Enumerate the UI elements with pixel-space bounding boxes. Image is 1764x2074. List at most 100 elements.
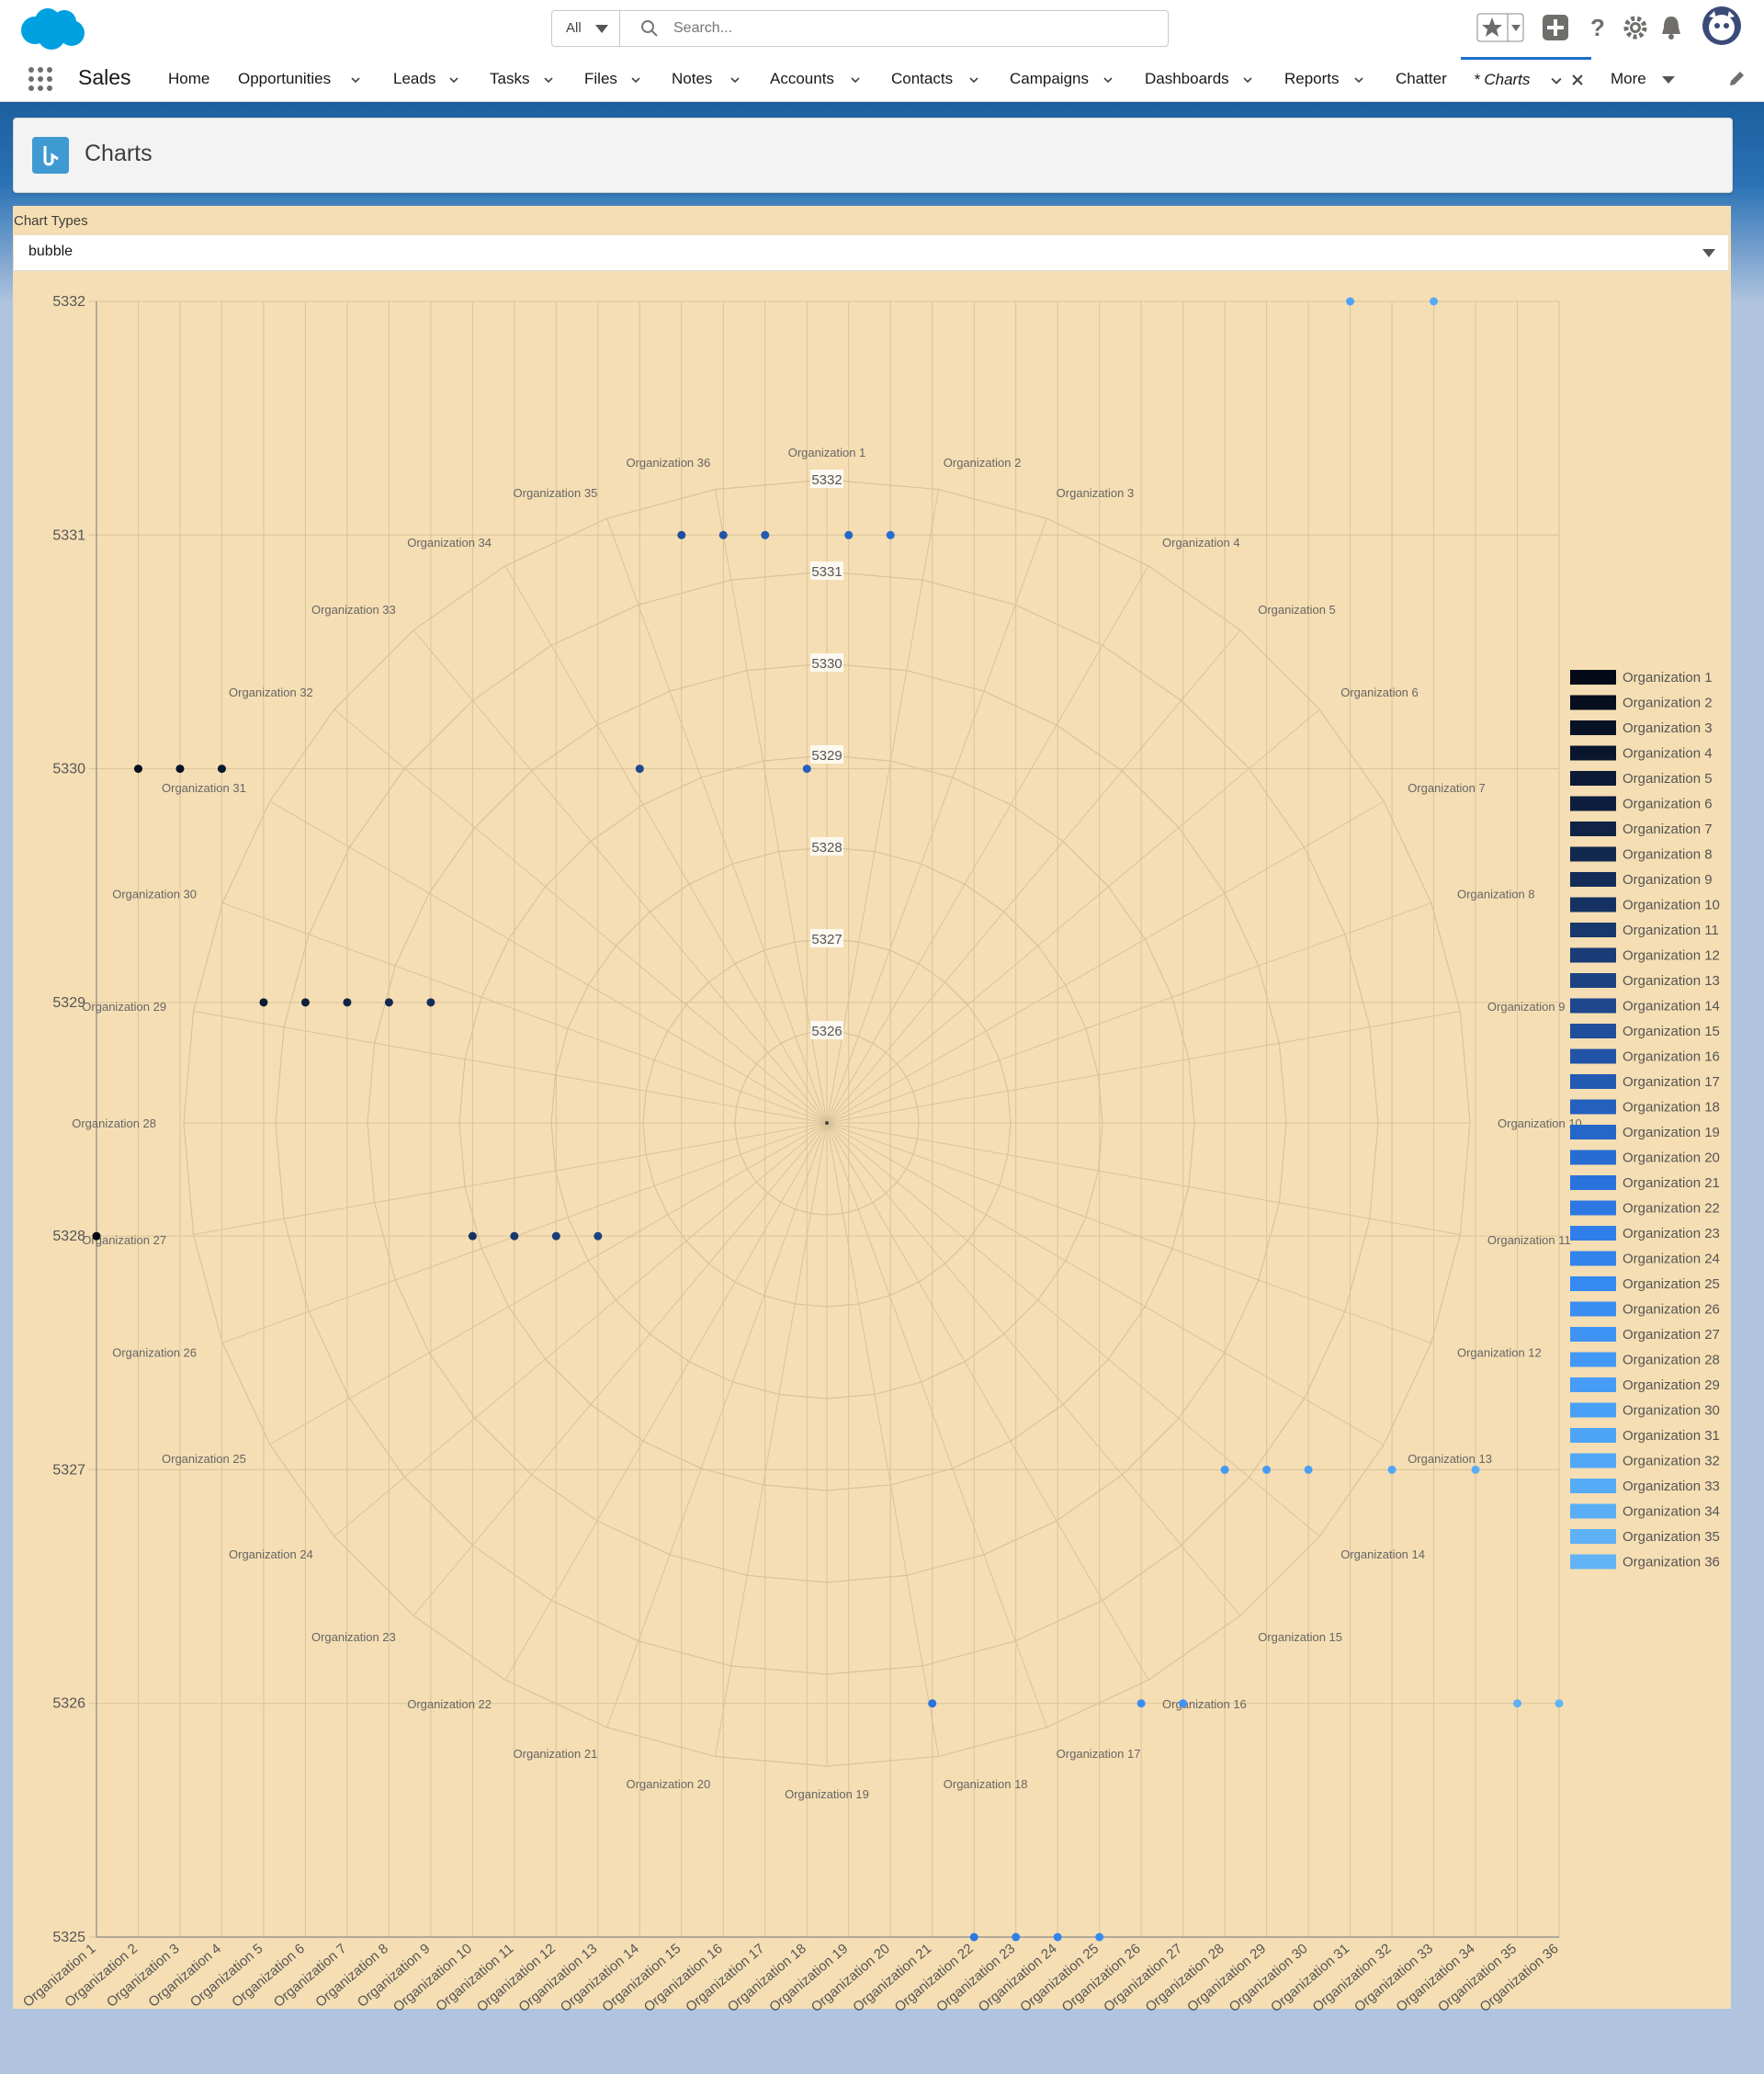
legend-label: Organization 19 [1623, 1125, 1720, 1140]
nav-item-more[interactable]: More [1611, 57, 1646, 101]
chevron-down-icon[interactable] [351, 75, 360, 85]
bubble-point [886, 530, 895, 539]
legend-label: Organization 14 [1623, 999, 1720, 1014]
nav-item-contacts[interactable]: Contacts [891, 57, 953, 101]
chevron-down-icon[interactable] [969, 75, 978, 85]
polar-point-label: Organization 19 [785, 1787, 869, 1801]
chart-type-select[interactable]: bubble [14, 235, 1728, 271]
navigation-bar: Sales Home Opportunities Leads Tasks Fil… [0, 57, 1764, 102]
radial-tick-label: 5329 [811, 748, 842, 764]
nav-item-opportunities[interactable]: Opportunities [238, 57, 331, 101]
chevron-down-icon[interactable] [1354, 75, 1363, 85]
app-launcher-icon[interactable] [28, 66, 53, 92]
page-title: Charts [85, 141, 153, 166]
nav-item-label: Chatter [1396, 70, 1447, 87]
legend-swatch [1570, 872, 1616, 887]
legend-swatch [1570, 771, 1616, 786]
polar-spoke [193, 1010, 828, 1124]
nav-item-label: Home [168, 70, 210, 87]
polar-point-label: Organization 5 [1258, 603, 1336, 617]
legend-label: Organization 4 [1623, 746, 1713, 762]
x-tick-label: Organization 4 [145, 1941, 224, 2011]
nav-item-dashboards[interactable]: Dashboards [1145, 57, 1229, 101]
chevron-down-icon[interactable] [631, 75, 640, 85]
app-name: Sales [78, 65, 131, 89]
polar-point-label: Organization 34 [407, 536, 492, 550]
legend-label: Organization 8 [1623, 847, 1713, 863]
nav-item-tasks[interactable]: Tasks [490, 57, 529, 101]
bubble-point [426, 998, 435, 1007]
polar-spoke [413, 629, 828, 1124]
nav-item-accounts[interactable]: Accounts [770, 57, 834, 101]
y-tick-label: 5331 [52, 527, 85, 543]
chevron-down-icon[interactable] [730, 75, 740, 85]
y-tick-label: 5325 [52, 1930, 85, 1945]
bubble-point [1262, 1465, 1272, 1474]
nav-item-files[interactable]: Files [584, 57, 617, 101]
y-tick-label: 5332 [52, 294, 85, 310]
legend-label: Organization 25 [1623, 1276, 1720, 1292]
bubble-point [1179, 1699, 1188, 1708]
bubble-point [92, 1231, 101, 1241]
nav-item-home[interactable]: Home [168, 57, 209, 101]
bubble-point [259, 998, 268, 1007]
polar-spoke [826, 1122, 1385, 1445]
chevron-down-icon[interactable] [1103, 75, 1113, 85]
chevron-down-icon[interactable] [449, 75, 458, 85]
help-icon[interactable]: ? [1587, 15, 1609, 40]
legend-swatch [1570, 998, 1616, 1014]
bubble-point [300, 998, 310, 1007]
chevron-down-icon[interactable] [851, 75, 860, 85]
radial-tick-bg [810, 653, 843, 672]
setup-gear-icon[interactable] [1623, 15, 1648, 40]
legend-swatch [1570, 1048, 1616, 1064]
search-input[interactable] [672, 15, 1153, 42]
legend-swatch [1570, 695, 1616, 710]
polar-point-label: Organization 17 [1057, 1747, 1141, 1761]
nav-item-notes[interactable]: Notes [672, 57, 712, 101]
legend-swatch [1570, 846, 1616, 862]
legend-swatch [1570, 1479, 1616, 1493]
legend-label: Organization 5 [1623, 771, 1713, 787]
legend-swatch [1570, 1099, 1616, 1115]
bubble-point [468, 1231, 477, 1241]
polar-point-label: Organization 33 [311, 603, 396, 617]
notifications-bell-icon[interactable] [1659, 14, 1683, 41]
radial-tick-bg [810, 1021, 843, 1039]
legend-swatch [1570, 1125, 1616, 1139]
nav-item-leads[interactable]: Leads [393, 57, 435, 101]
polar-point-label: Organization 9 [1487, 1000, 1566, 1014]
bubble-point [1346, 297, 1355, 306]
bubble-point [1136, 1699, 1146, 1708]
favorites-star-icon[interactable] [1476, 13, 1524, 42]
chevron-down-icon[interactable] [544, 75, 553, 85]
active-tab-label: * Charts [1474, 71, 1531, 88]
chevron-down-icon[interactable] [1662, 75, 1675, 85]
legend-label: Organization 12 [1623, 948, 1720, 964]
nav-item-reports[interactable]: Reports [1284, 57, 1340, 101]
legend-swatch [1570, 1327, 1616, 1342]
svg-text:?: ? [1590, 15, 1605, 40]
legend-label: Organization 36 [1623, 1555, 1720, 1570]
nav-item-label: Contacts [891, 70, 954, 87]
user-avatar[interactable] [1702, 6, 1742, 46]
legend-label: Organization 27 [1623, 1327, 1720, 1343]
chevron-down-icon[interactable] [1551, 75, 1562, 86]
polar-point-label: Organization 29 [82, 1000, 166, 1014]
nav-item-chatter[interactable]: Chatter [1396, 57, 1447, 101]
bubble-point [1555, 1699, 1564, 1708]
tab-charts-active[interactable]: * Charts [1461, 57, 1591, 100]
legend-swatch [1570, 1276, 1616, 1291]
global-create-icon[interactable] [1543, 15, 1568, 40]
edit-nav-pencil-icon[interactable] [1727, 70, 1746, 88]
polar-center [825, 1121, 829, 1125]
chevron-down-icon[interactable] [1243, 75, 1252, 85]
polar-point-label: Organization 25 [162, 1452, 246, 1466]
search-scope-dropdown[interactable]: All [552, 11, 620, 46]
legend-label: Organization 31 [1623, 1428, 1720, 1444]
chevron-down-icon [1702, 249, 1715, 257]
polar-spoke [269, 1122, 828, 1445]
salesforce-logo[interactable] [17, 6, 86, 51]
close-icon[interactable] [1571, 74, 1584, 86]
nav-item-campaigns[interactable]: Campaigns [1010, 57, 1089, 101]
